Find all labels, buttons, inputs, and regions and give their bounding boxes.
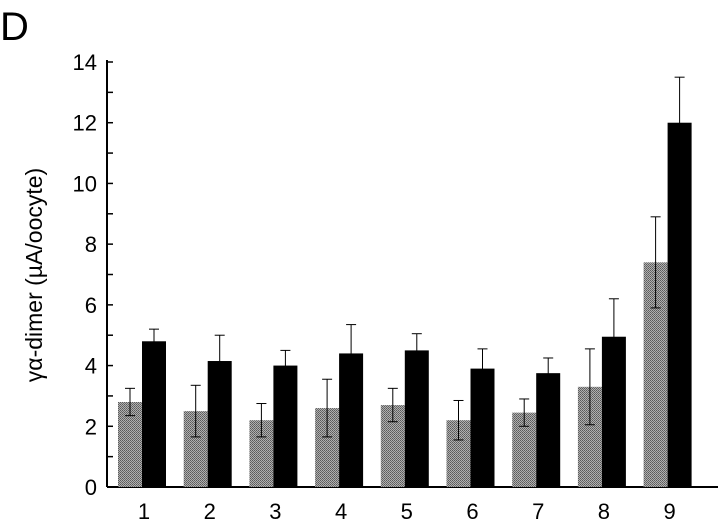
x-tick-label: 5: [401, 499, 413, 524]
y-tick-label: 14: [73, 50, 97, 75]
x-tick-label: 8: [598, 499, 610, 524]
bar-series2: [667, 122, 692, 487]
y-axis-label: γα-dimer (µA/oocyte): [21, 168, 47, 382]
y-tick-label: 4: [85, 354, 97, 379]
y-tick-label: 12: [73, 111, 97, 136]
bar-series2: [404, 350, 429, 487]
bar-series2: [273, 365, 298, 487]
bar-series1: [118, 402, 142, 487]
y-tick-label: 8: [85, 232, 97, 257]
y-tick-label: 2: [85, 414, 97, 439]
y-tick-label: 0: [85, 475, 97, 500]
panel-label: D: [0, 5, 29, 49]
y-tick-label: 6: [85, 293, 97, 318]
x-tick-label: 9: [663, 499, 675, 524]
bar-series2: [142, 341, 166, 487]
bar-series2: [536, 373, 561, 487]
x-tick-label: 3: [269, 499, 281, 524]
x-tick-label: 2: [204, 499, 216, 524]
y-tick-label: 10: [73, 171, 97, 196]
x-tick-label: 1: [138, 499, 150, 524]
x-tick-label: 4: [335, 499, 347, 524]
x-tick-label: 6: [466, 499, 478, 524]
x-tick-label: 7: [532, 499, 544, 524]
